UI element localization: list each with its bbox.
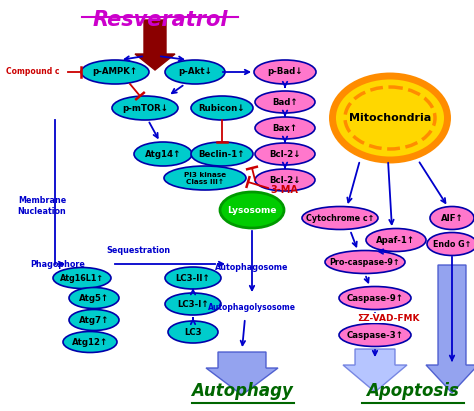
Text: Beclin-1↑: Beclin-1↑ — [199, 150, 245, 159]
Ellipse shape — [255, 169, 315, 191]
Text: LC3-II↑: LC3-II↑ — [176, 273, 210, 282]
Text: Phagophore: Phagophore — [30, 259, 85, 268]
Ellipse shape — [81, 60, 149, 84]
FancyArrow shape — [135, 20, 175, 70]
Ellipse shape — [134, 142, 192, 166]
Ellipse shape — [165, 267, 221, 289]
Ellipse shape — [112, 96, 178, 120]
Text: ΣZ-VAD-FMK: ΣZ-VAD-FMK — [357, 314, 419, 323]
Ellipse shape — [427, 233, 474, 256]
Ellipse shape — [345, 87, 435, 149]
Text: Atg16L1↑: Atg16L1↑ — [60, 273, 104, 282]
Text: Sequestration: Sequestration — [106, 245, 170, 254]
Text: PI3 kinase
Class III↑: PI3 kinase Class III↑ — [184, 171, 226, 185]
Text: Mitochondria: Mitochondria — [349, 113, 431, 123]
Polygon shape — [343, 349, 407, 392]
Text: Autophagosome: Autophagosome — [215, 263, 289, 272]
Text: Bad↑: Bad↑ — [272, 97, 298, 106]
Text: Caspase-9↑: Caspase-9↑ — [346, 293, 403, 302]
Text: Atg7↑: Atg7↑ — [79, 316, 109, 325]
Text: Cytochrome c↑: Cytochrome c↑ — [306, 213, 374, 222]
Ellipse shape — [332, 76, 447, 160]
Ellipse shape — [339, 323, 411, 346]
Text: Pro-caspase-9↑: Pro-caspase-9↑ — [330, 258, 401, 266]
Text: Apaf-1↑: Apaf-1↑ — [376, 236, 416, 245]
Ellipse shape — [255, 117, 315, 139]
Ellipse shape — [254, 60, 316, 84]
Ellipse shape — [165, 293, 221, 315]
Text: Resveratrol: Resveratrol — [92, 10, 228, 30]
Text: p-Bad↓: p-Bad↓ — [267, 67, 303, 76]
Ellipse shape — [69, 288, 119, 309]
Text: Membrane
Nucleation: Membrane Nucleation — [18, 196, 66, 216]
Ellipse shape — [255, 91, 315, 113]
Ellipse shape — [430, 206, 474, 229]
Polygon shape — [206, 352, 278, 395]
Ellipse shape — [165, 60, 225, 84]
Text: 3-MA: 3-MA — [270, 185, 298, 195]
Polygon shape — [426, 265, 474, 393]
Ellipse shape — [164, 166, 246, 190]
Text: Atg14↑: Atg14↑ — [145, 150, 181, 159]
Ellipse shape — [168, 321, 218, 343]
Ellipse shape — [191, 142, 253, 166]
Text: Caspase-3↑: Caspase-3↑ — [346, 330, 403, 339]
Text: p-AMPK↑: p-AMPK↑ — [92, 67, 137, 76]
Text: Bcl-2↓: Bcl-2↓ — [269, 175, 301, 185]
Text: Bax↑: Bax↑ — [273, 123, 298, 132]
Text: LC3: LC3 — [184, 328, 202, 337]
Text: p-Akt↓: p-Akt↓ — [178, 67, 212, 76]
Text: Endo G↑: Endo G↑ — [433, 240, 471, 249]
Text: LC3-I↑: LC3-I↑ — [177, 300, 209, 309]
Text: Atg12↑: Atg12↑ — [72, 337, 108, 346]
Ellipse shape — [69, 309, 119, 330]
Text: Compound c: Compound c — [6, 67, 60, 76]
Ellipse shape — [366, 229, 426, 252]
Text: Apoptosis: Apoptosis — [366, 382, 459, 400]
Text: Bcl-2↓: Bcl-2↓ — [269, 150, 301, 159]
Ellipse shape — [63, 332, 117, 353]
Text: Lysosome: Lysosome — [227, 206, 277, 215]
Ellipse shape — [191, 96, 253, 120]
Ellipse shape — [302, 206, 378, 229]
Ellipse shape — [53, 268, 111, 289]
Text: p-mTOR↓: p-mTOR↓ — [122, 104, 168, 113]
Ellipse shape — [255, 143, 315, 165]
Ellipse shape — [339, 286, 411, 309]
Text: Rubicon↓: Rubicon↓ — [199, 104, 245, 113]
Ellipse shape — [325, 250, 405, 273]
Text: AIF↑: AIF↑ — [441, 213, 464, 222]
Ellipse shape — [220, 192, 284, 228]
Text: Atg5↑: Atg5↑ — [79, 293, 109, 302]
Text: Autophagy: Autophagy — [191, 382, 293, 400]
Text: Autophagolysosome: Autophagolysosome — [208, 303, 296, 312]
